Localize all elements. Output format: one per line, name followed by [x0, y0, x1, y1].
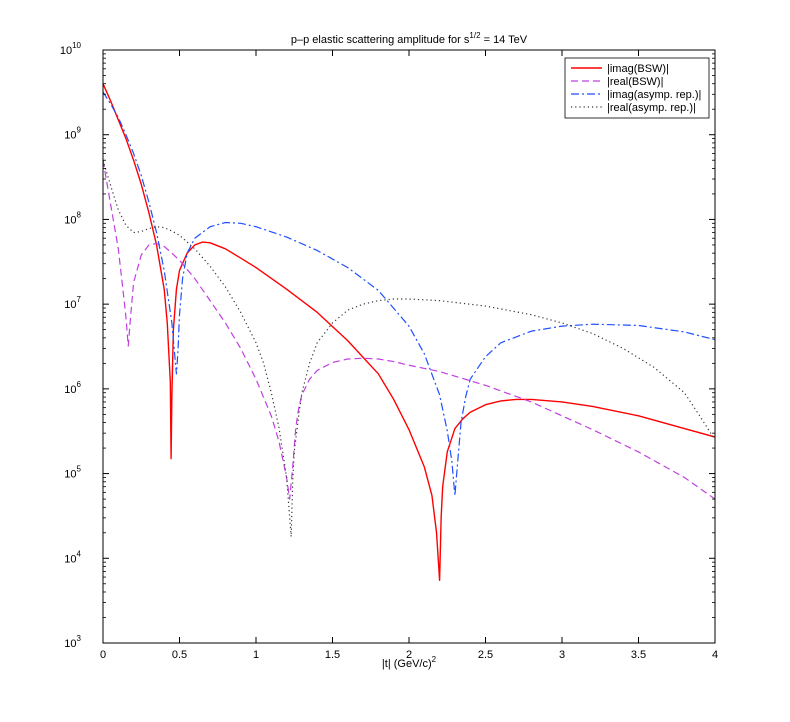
y-tick-label: 1010 [60, 41, 82, 57]
x-tick-label: 1 [253, 649, 259, 661]
y-tick-label: 109 [64, 126, 81, 142]
x-tick-label: 0 [100, 649, 106, 661]
y-axis-ticks: 103 104 105 106 107 108 109 1010 [60, 41, 715, 650]
series-line-3 [103, 91, 715, 497]
y-tick-label: 103 [64, 634, 81, 650]
x-tick-label: 0.5 [172, 649, 187, 661]
x-axis-ticks: 0 0.5 1 1.5 2 2.5 3 3.5 4 [100, 50, 718, 661]
legend: |imag(BSW)||real(BSW)||imag(asymp. rep.)… [564, 57, 710, 119]
y-tick-label: 107 [64, 295, 81, 311]
x-tick-label: 4 [712, 649, 718, 661]
y-tick-label: 104 [64, 549, 81, 565]
x-tick-label: 2 [406, 649, 412, 661]
x-tick-label: 1.5 [325, 649, 340, 661]
legend-label-1: |imag(BSW)| [607, 63, 669, 75]
y-tick-label: 105 [64, 465, 81, 481]
x-tick-label: 3.5 [631, 649, 646, 661]
legend-label-2: |real(BSW)| [607, 76, 663, 88]
chart-title-superscript: 1/2 [469, 31, 481, 40]
x-axis-label: |t| (GeV/c)2 [382, 655, 437, 670]
legend-label-4: |real(asymp. rep.)| [607, 102, 696, 114]
legend-label-3: |imag(asymp. rep.)| [607, 89, 701, 101]
series-line-1 [103, 83, 715, 581]
x-axis-label-superscript: 2 [432, 655, 437, 664]
y-tick-label: 106 [64, 380, 81, 396]
x-tick-label: 2.5 [478, 649, 493, 661]
chart-title: p–p elastic scattering amplitude for s1/… [291, 31, 528, 46]
x-tick-label: 3 [559, 649, 565, 661]
y-tick-label: 108 [64, 210, 81, 226]
series-group [103, 83, 715, 581]
